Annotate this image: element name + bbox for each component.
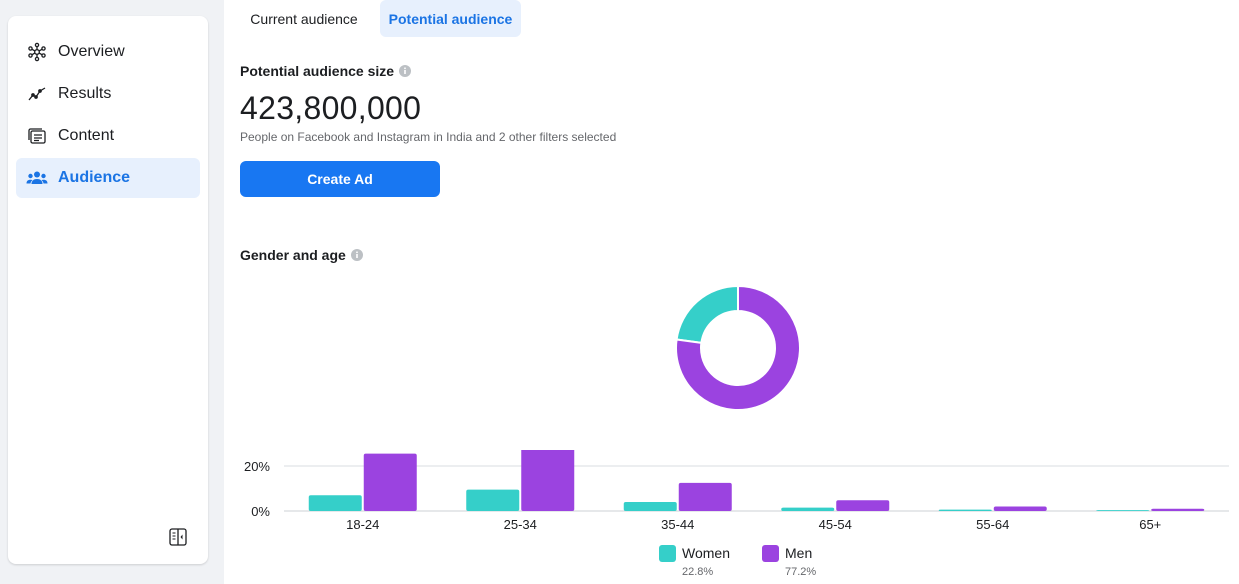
bar-women-25-34 [466,489,520,511]
sidebar-item-overview[interactable]: Overview [16,32,200,72]
sidebar-item-audience[interactable]: Audience [16,158,200,198]
bar-men-55-64 [993,506,1047,511]
sidebar-item-label: Overview [58,43,125,60]
people-icon [26,167,48,189]
tab-label: Potential audience [388,10,513,27]
gender-age-title: Gender and age [240,247,346,263]
x-tick-label: 45-54 [819,517,852,532]
bar-men-25-34 [521,450,575,511]
tab-potential-audience[interactable]: Potential audience [380,0,521,37]
sidebar-item-results[interactable]: Results [16,74,200,114]
bar-men-35-44 [678,482,732,511]
x-tick-label: 55-64 [976,517,1009,532]
bar-women-65+ [1096,510,1150,511]
tab-label: Current audience [250,10,358,27]
audience-size-heading: Potential audience size [240,63,412,79]
bar-women-18-24 [308,495,362,511]
audience-size-description: People on Facebook and Instagram in Indi… [240,130,617,144]
sidebar-item-content[interactable]: Content [16,116,200,156]
gender-donut-chart [675,284,801,411]
x-tick-label: 35-44 [661,517,694,532]
legend-swatch-men [762,545,779,562]
x-tick-label: 65+ [1139,517,1161,532]
gender-age-heading: Gender and age [240,247,363,263]
donut-slice-women [675,284,739,345]
bar-women-45-54 [781,507,835,511]
hub-icon [26,41,48,63]
sidebar-item-label: Content [58,127,115,144]
y-tick-label: 20% [244,459,270,474]
donut-slice-men [675,284,801,411]
bar-men-45-54 [836,500,890,511]
bar-men-65+ [1151,508,1205,511]
audience-size-value: 423,800,000 [240,90,422,126]
bar-women-35-44 [623,502,677,511]
main-panel: Current audience Potential audience Pote… [224,0,1239,584]
legend-label: Men [785,545,813,561]
x-tick-label: 25-34 [504,517,537,532]
sidebar-item-label: Results [58,85,112,102]
bar-women-55-64 [938,509,992,511]
age-bar-chart: 0% 20% 18-24 25-34 35-44 45-54 55-64 65+ [244,450,1229,532]
sidebar-item-label: Audience [58,169,131,186]
sidebar: Overview Results Content [8,16,208,564]
y-tick-label: 0% [251,504,270,519]
audience-size-title: Potential audience size [240,63,395,79]
bar-men-18-24 [363,453,417,511]
legend-swatch-women [659,545,676,562]
content-cards-icon [26,125,48,147]
legend-percent: 22.8% [682,566,714,578]
info-icon[interactable] [399,65,412,77]
x-tick-label: 18-24 [346,517,379,532]
create-ad-button[interactable]: Create Ad [240,161,440,197]
tab-current-audience[interactable]: Current audience [240,0,368,37]
trend-line-icon [26,83,48,105]
collapse-sidebar-button[interactable] [168,527,188,551]
legend-percent: 77.2% [785,566,817,578]
info-icon[interactable] [350,249,363,261]
legend-label: Women [682,545,730,561]
collapse-panel-icon [169,527,187,551]
